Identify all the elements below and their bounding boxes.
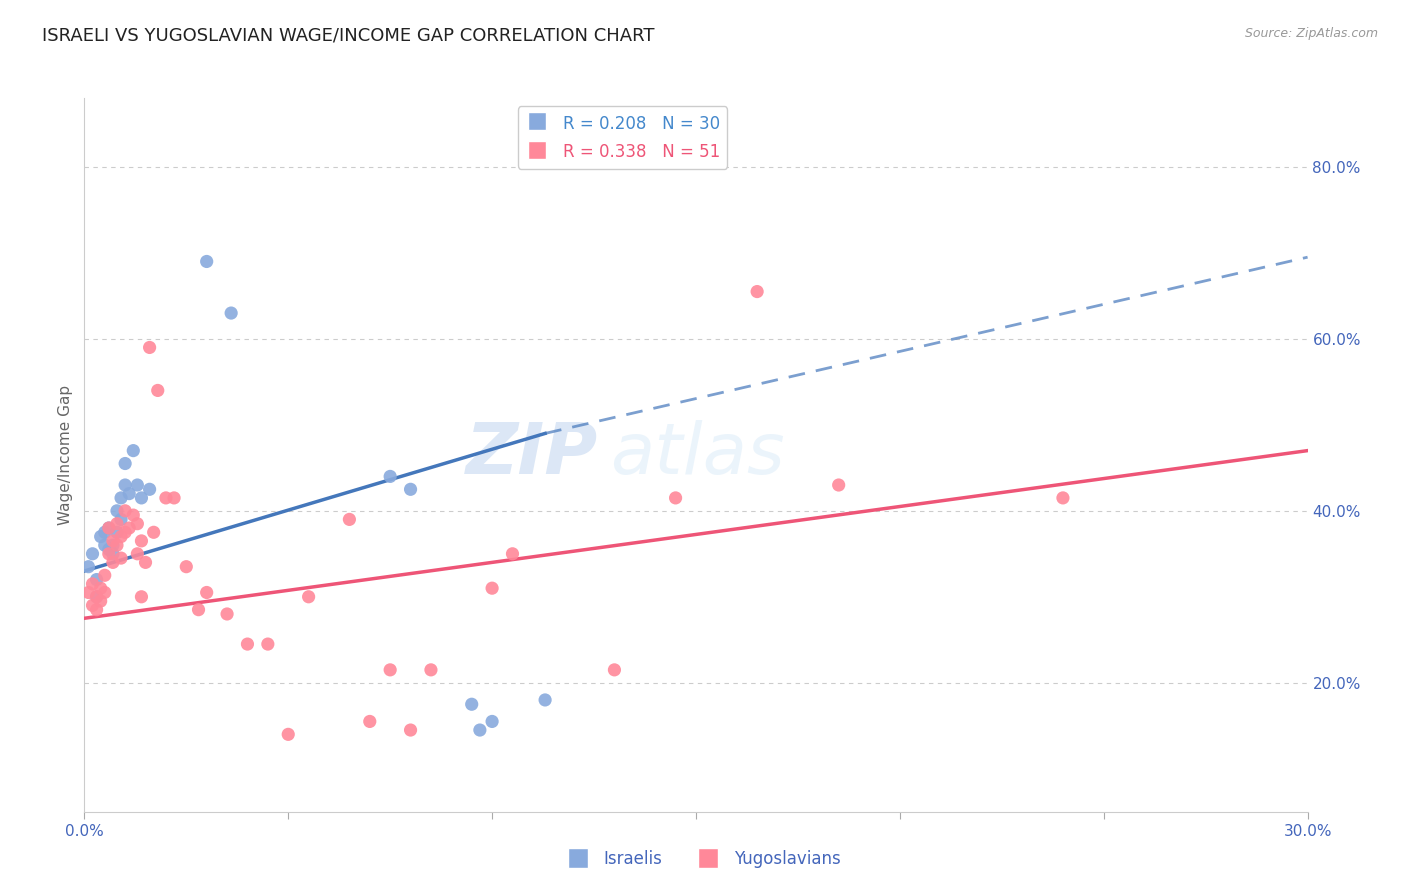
Point [101,555,124,569]
Point [828,478,851,492]
Point [86,602,108,616]
Point [127,547,149,561]
Point [135,555,157,569]
Point [257,637,280,651]
Point [97,547,120,561]
Point [359,714,381,729]
Point [77,559,100,574]
Point [138,341,160,355]
Point [236,637,259,651]
Point [481,714,503,729]
Point [131,491,153,505]
Point [114,457,136,471]
Text: Source: ZipAtlas.com: Source: ZipAtlas.com [1244,27,1378,40]
Point [93,585,117,599]
Point [90,594,112,608]
Point [97,521,120,535]
Point [127,516,149,531]
Point [176,559,198,574]
Point [114,504,136,518]
Point [114,525,136,540]
Point [217,607,239,621]
Text: ZIP: ZIP [465,420,598,490]
Point [131,533,153,548]
Y-axis label: Wage/Income Gap: Wage/Income Gap [58,384,73,525]
Point [138,483,160,497]
Point [105,516,128,531]
Point [131,590,153,604]
Point [127,478,149,492]
Point [105,504,128,518]
Point [86,573,108,587]
Point [163,491,186,505]
Point [187,602,209,616]
Point [101,533,124,548]
Point [82,577,104,591]
Point [122,443,145,458]
Point [118,486,141,500]
Point [195,254,218,268]
Point [122,508,145,522]
Point [380,469,402,483]
Point [461,698,484,712]
Point [110,551,132,566]
Point [502,547,524,561]
Point [420,663,443,677]
Point [97,521,120,535]
Point [146,384,169,398]
Point [93,525,117,540]
Point [93,568,117,582]
Text: ISRAELI VS YUGOSLAVIAN WAGE/INCOME GAP CORRELATION CHART: ISRAELI VS YUGOSLAVIAN WAGE/INCOME GAP C… [42,27,655,45]
Point [142,525,165,540]
Point [339,512,361,526]
Point [195,585,218,599]
Point [90,530,112,544]
Point [155,491,177,505]
Point [665,491,688,505]
Point [77,585,100,599]
Point [105,525,128,540]
Legend: Israelis, Yugoslavians: Israelis, Yugoslavians [558,844,848,875]
Point [603,663,626,677]
Legend: R = 0.208   N = 30, R = 0.338   N = 51: R = 0.208 N = 30, R = 0.338 N = 51 [519,106,727,169]
Point [97,542,120,557]
Point [481,581,503,595]
Point [468,723,491,737]
Point [110,530,132,544]
Point [101,547,124,561]
Point [110,491,132,505]
Point [277,727,299,741]
Point [399,723,422,737]
Point [747,285,769,299]
Text: atlas: atlas [610,420,785,490]
Point [101,538,124,552]
Point [93,538,117,552]
Point [86,590,108,604]
Point [82,547,104,561]
Point [1052,491,1074,505]
Point [399,483,422,497]
Point [110,512,132,526]
Point [105,538,128,552]
Point [90,581,112,595]
Point [86,590,108,604]
Point [380,663,402,677]
Point [82,599,104,613]
Point [298,590,321,604]
Point [118,521,141,535]
Point [219,306,242,320]
Point [534,693,557,707]
Point [114,478,136,492]
